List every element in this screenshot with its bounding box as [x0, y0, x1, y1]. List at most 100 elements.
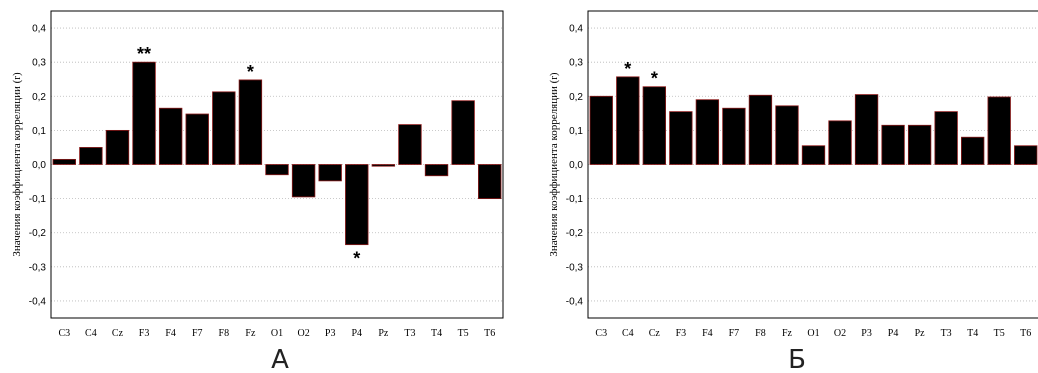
- bar-cz: [642, 86, 666, 165]
- y-tick-label: -0,2: [566, 228, 584, 239]
- y-tick-label: -0,4: [29, 296, 47, 307]
- y-tick-label: -0,4: [566, 296, 584, 307]
- bar-o1: [265, 164, 289, 176]
- bar-t4: [961, 136, 985, 165]
- x-tick-label: Cz: [112, 328, 124, 339]
- x-tick-label: F4: [165, 328, 176, 339]
- x-tick-label: F8: [219, 328, 230, 339]
- x-tick-label: P3: [325, 328, 336, 339]
- panel-label: Б: [788, 345, 806, 373]
- x-tick-label: C4: [85, 328, 97, 339]
- x-tick-label: F4: [702, 328, 713, 339]
- x-tick-label: O2: [834, 328, 846, 339]
- bar-c4: [616, 76, 640, 165]
- x-tick-label: Pz: [378, 328, 389, 339]
- y-tick-label: -0,3: [566, 262, 584, 273]
- x-tick-label: Fz: [782, 328, 793, 339]
- y-tick-label: 0,3: [32, 58, 46, 69]
- bar-f3: [669, 111, 693, 165]
- significance-marker: **: [137, 44, 151, 64]
- significance-marker: *: [247, 62, 254, 82]
- bar-f7: [722, 107, 746, 165]
- bar-f4: [695, 99, 720, 165]
- x-tick-label: O1: [271, 328, 283, 339]
- x-tick-label: F7: [192, 328, 203, 339]
- y-axis-label: Значения коэффициента корреляции (r): [11, 72, 23, 257]
- x-tick-label: Cz: [649, 328, 661, 339]
- bar-t6: [478, 164, 502, 200]
- bar-t5: [987, 96, 1011, 165]
- x-tick-label: P3: [861, 328, 872, 339]
- x-tick-label: F7: [729, 328, 740, 339]
- x-tick-label: T3: [941, 328, 952, 339]
- plot-frame: [587, 10, 1038, 319]
- bar-o2: [291, 164, 316, 198]
- x-tick-label: C3: [595, 328, 607, 339]
- bar-pz: [371, 164, 396, 167]
- bar-c3: [52, 158, 76, 165]
- bar-t6: [1014, 145, 1038, 165]
- significance-marker: *: [353, 249, 360, 269]
- bar-p4: [881, 124, 905, 165]
- bar-pz: [907, 124, 932, 165]
- y-tick-label: 0,1: [32, 126, 46, 137]
- x-tick-label: C3: [58, 328, 70, 339]
- bar-t4: [424, 164, 449, 177]
- y-tick-label: -0,2: [29, 228, 47, 239]
- x-tick-label: T5: [458, 328, 469, 339]
- significance-marker: *: [624, 59, 631, 79]
- bar-c4: [79, 147, 103, 165]
- chart-panel-a: -0,4 -0,3 -0,2 -0,1 0,0 0,1 0,2 0,3 0,4 C3 C4 Cz F3 F…: [11, 10, 504, 373]
- bar-o2: [828, 120, 852, 165]
- y-tick-label: 0,4: [32, 24, 46, 35]
- y-tick-label: 0,4: [569, 24, 583, 35]
- x-tick-label: T6: [1020, 328, 1031, 339]
- x-tick-label: T5: [994, 328, 1005, 339]
- x-tick-label: Fz: [245, 328, 256, 339]
- y-tick-label: -0,1: [29, 194, 47, 205]
- x-tick-label: F3: [139, 328, 150, 339]
- bar-p3: [318, 164, 342, 182]
- bar-c3: [589, 95, 613, 165]
- x-tick-label: T3: [404, 328, 415, 339]
- y-tick-label: 0,1: [569, 126, 583, 137]
- x-tick-label: C4: [622, 328, 634, 339]
- x-tick-label: P4: [351, 328, 362, 339]
- bar-fz: [238, 79, 263, 165]
- y-tick-label: 0,2: [569, 92, 583, 103]
- x-tick-label: Pz: [915, 328, 926, 339]
- bar-f4: [158, 107, 183, 165]
- bar-o1: [801, 145, 826, 165]
- bar-f3: [132, 61, 156, 165]
- y-tick-label: 0,2: [32, 92, 46, 103]
- y-axis-label: Значения коэффициента корреляции (r): [548, 72, 560, 257]
- plot-frame: [50, 10, 504, 319]
- panel-label: А: [271, 345, 289, 373]
- x-tick-label: T6: [484, 328, 495, 339]
- x-tick-label: F8: [755, 328, 766, 339]
- y-tick-label: -0,3: [29, 262, 47, 273]
- bar-p3: [854, 94, 879, 165]
- y-tick-label: 0,0: [32, 160, 46, 171]
- bar-cz: [105, 129, 130, 165]
- bar-f7: [185, 113, 209, 165]
- x-tick-label: T4: [967, 328, 978, 339]
- x-tick-label: O1: [807, 328, 819, 339]
- bar-t3: [934, 111, 958, 165]
- y-tick-label: 0,0: [569, 160, 583, 171]
- y-tick-label: -0,1: [566, 194, 584, 205]
- chart-panel-b: -0,4 -0,3 -0,2 -0,1 0,0 0,1 0,2 0,3 0,4 C3 C4 Cz F3 F…: [548, 10, 1038, 373]
- y-tick-label: 0,3: [569, 58, 583, 69]
- x-tick-label: T4: [431, 328, 442, 339]
- x-tick-label: P4: [888, 328, 899, 339]
- bar-t5: [451, 100, 475, 165]
- bar-p4: [345, 164, 369, 246]
- bar-fz: [775, 105, 799, 165]
- bar-t3: [398, 124, 422, 165]
- bar-f8: [748, 94, 773, 165]
- x-tick-label: O2: [297, 328, 309, 339]
- x-tick-label: F3: [676, 328, 687, 339]
- bar-f8: [212, 91, 236, 165]
- significance-marker: *: [651, 69, 658, 89]
